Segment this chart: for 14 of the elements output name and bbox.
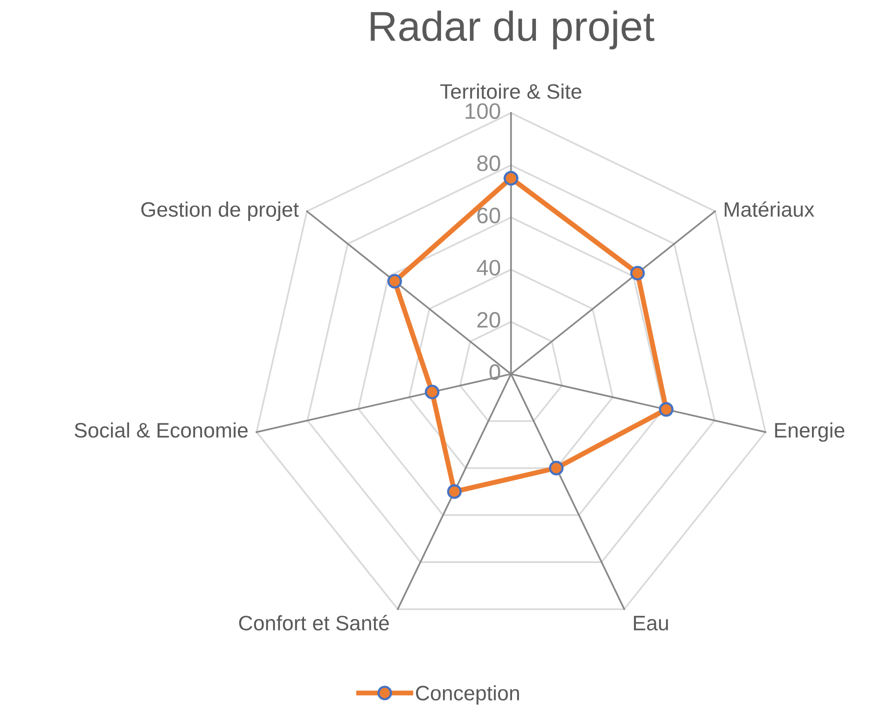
y-tick-label: 100 (466, 103, 500, 119)
spoke-label: Confort et Santé (239, 614, 389, 630)
y-tick-label: 80 (477, 155, 500, 172)
y-tick-label: 60 (477, 208, 500, 224)
y-tick-label: 20 (477, 312, 500, 328)
y-tick-label: 40 (476, 260, 500, 276)
spoke-label: Energie (775, 422, 844, 442)
spoke-label: Gestion de projet (141, 202, 299, 221)
spoke-label: Matériaux (724, 201, 814, 217)
chart-title: Radar du projet (370, 10, 654, 50)
legend-label: Conception (416, 685, 519, 705)
spoke-label: Eau (634, 616, 668, 630)
spoke-label: Territoire & Site (440, 84, 582, 99)
spoke-label: Social & Economie (74, 422, 248, 438)
